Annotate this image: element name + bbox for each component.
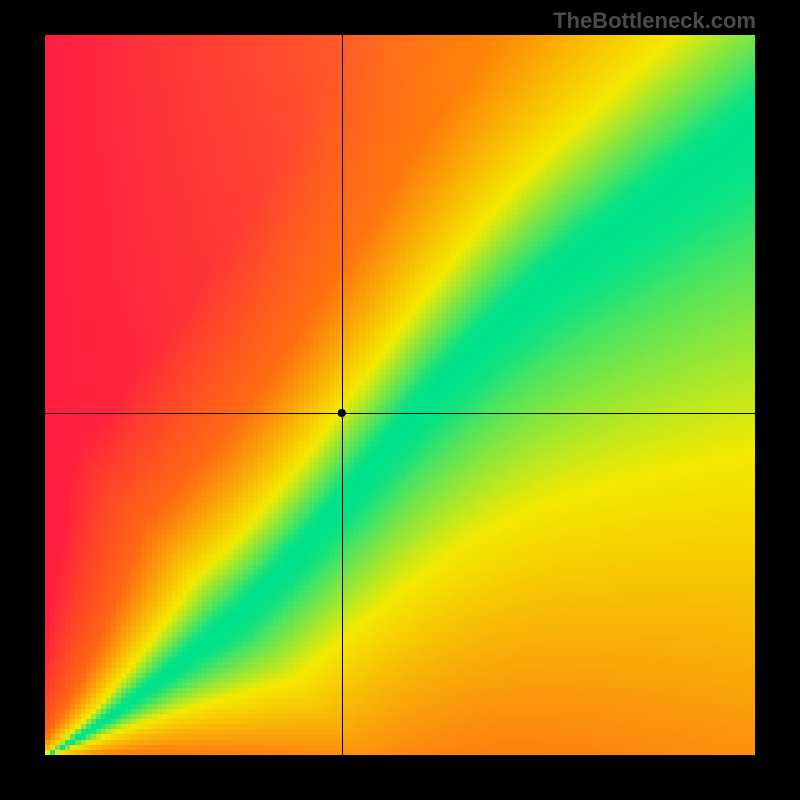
chart-container: TheBottleneck.com <box>0 0 800 800</box>
watermark-text: TheBottleneck.com <box>553 8 756 34</box>
heatmap-canvas <box>45 35 755 755</box>
